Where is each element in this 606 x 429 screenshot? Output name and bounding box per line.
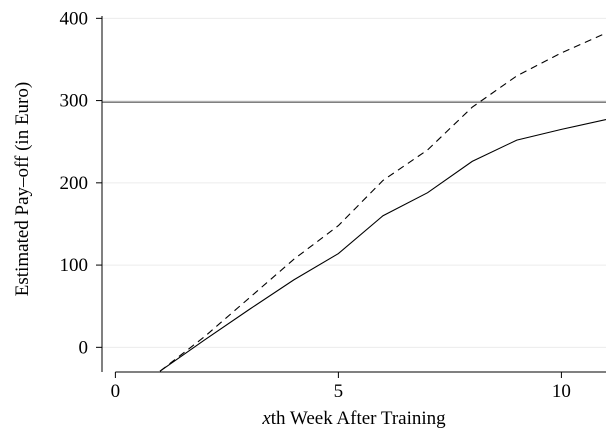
- x-ticks-group: 0 5 10: [111, 372, 571, 402]
- series-line-dashed: [159, 32, 606, 372]
- y-tick-label-100: 100: [60, 255, 89, 276]
- x-axis-title-rest: th Week After Training: [271, 408, 446, 429]
- y-ticks-group: 0 100 200 300 400: [60, 8, 102, 358]
- x-axis-title: xth Week After Training: [261, 408, 446, 429]
- series-line-solid: [159, 118, 606, 372]
- y-tick-label-0: 0: [79, 337, 89, 358]
- gridlines: [102, 17, 606, 348]
- x-tick-label-5: 5: [334, 381, 344, 402]
- y-axis-title: Estimated Pay–off (in Euro): [12, 82, 33, 296]
- axes-group: [101, 16, 606, 373]
- y-tick-label-200: 200: [60, 173, 89, 194]
- series-group: [159, 32, 606, 372]
- y-tick-label-300: 300: [60, 91, 89, 112]
- x-tick-label-0: 0: [111, 381, 121, 402]
- x-axis-title-italic: x: [261, 408, 271, 429]
- x-tick-label-10: 10: [552, 381, 571, 402]
- y-tick-label-400: 400: [60, 8, 89, 29]
